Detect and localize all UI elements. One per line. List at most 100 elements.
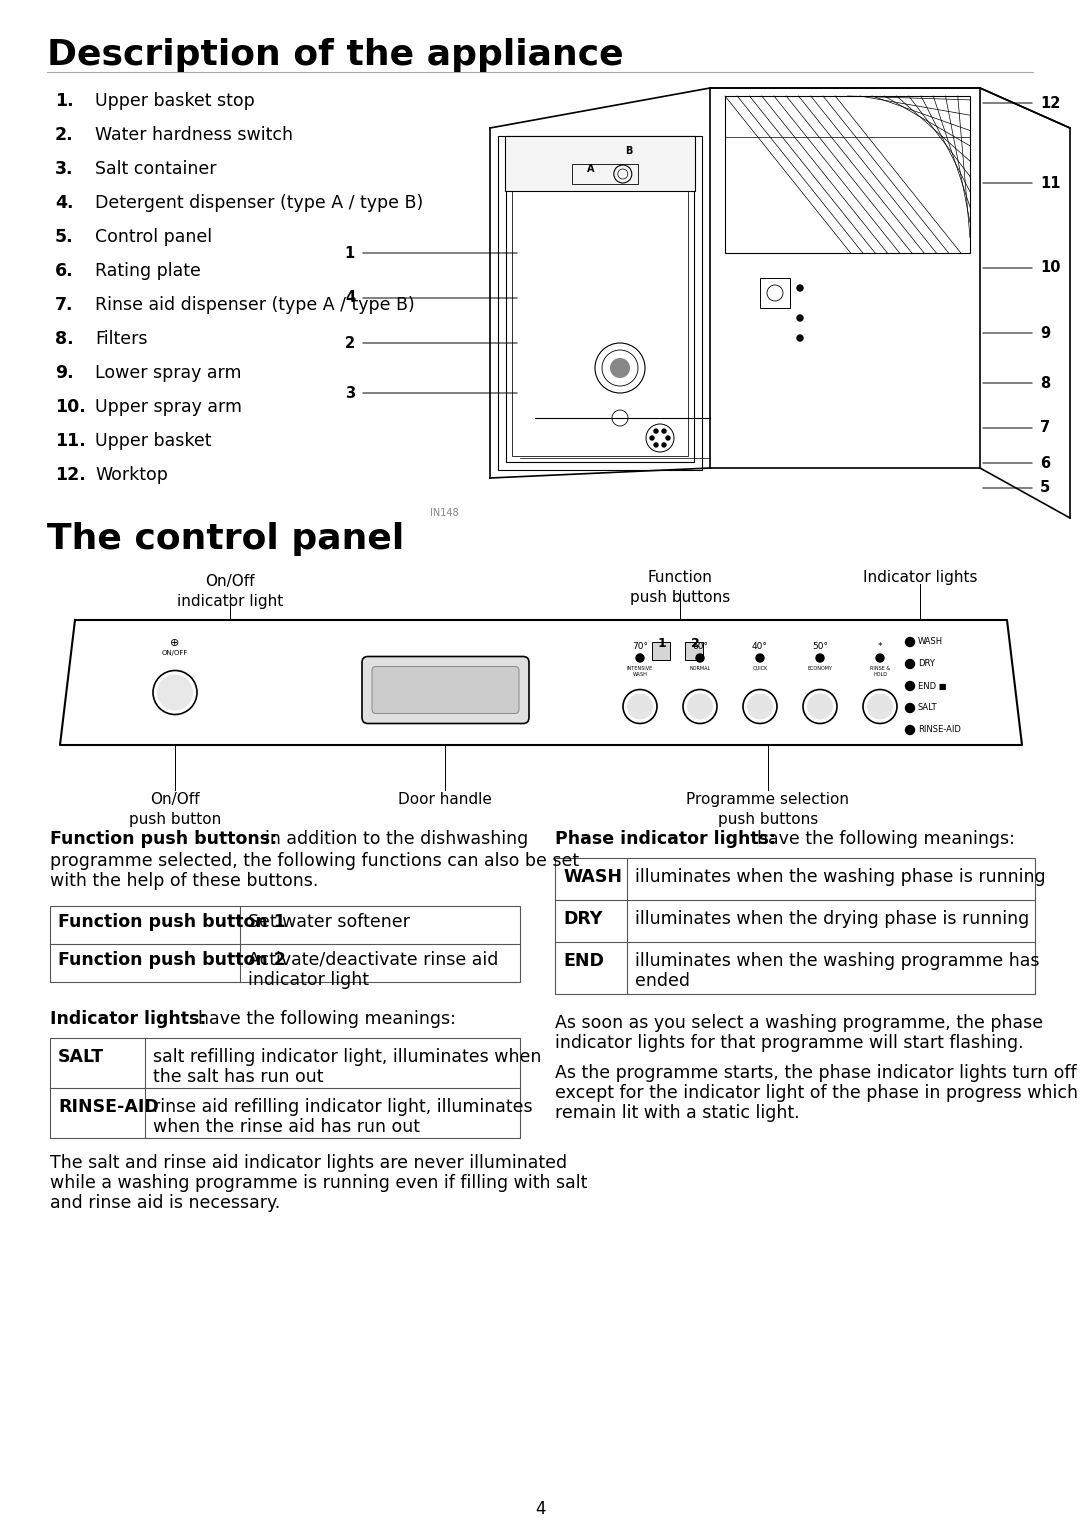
Text: As soon as you select a washing programme, the phase: As soon as you select a washing programm… — [555, 1013, 1043, 1032]
Bar — [498, 136, 702, 470]
Text: Function push buttons:: Function push buttons: — [50, 830, 278, 848]
Text: END ■: END ■ — [918, 682, 947, 690]
Text: the salt has run out: the salt has run out — [153, 1068, 324, 1087]
Text: Indicator lights: Indicator lights — [863, 571, 977, 584]
Text: 1: 1 — [345, 246, 355, 261]
Text: Rinse aid dispenser (type A / type B): Rinse aid dispenser (type A / type B) — [95, 296, 415, 314]
Circle shape — [867, 693, 893, 719]
Circle shape — [747, 693, 773, 719]
Text: illuminates when the washing phase is running: illuminates when the washing phase is ru… — [635, 868, 1045, 887]
Text: programme selected, the following functions can also be set: programme selected, the following functi… — [50, 852, 579, 870]
Text: remain lit with a static light.: remain lit with a static light. — [555, 1103, 799, 1122]
Text: while a washing programme is running even if filling with salt: while a washing programme is running eve… — [50, 1173, 588, 1192]
Bar — [507, 143, 694, 462]
Text: Function push button 1: Function push button 1 — [58, 913, 286, 931]
Text: Lower spray arm: Lower spray arm — [95, 365, 242, 382]
Text: 3.: 3. — [55, 160, 73, 179]
Text: WASH: WASH — [563, 868, 622, 887]
Text: 2.: 2. — [55, 127, 73, 143]
Text: when the rinse aid has run out: when the rinse aid has run out — [153, 1119, 420, 1135]
Text: Rating plate: Rating plate — [95, 262, 201, 279]
Text: and rinse aid is necessary.: and rinse aid is necessary. — [50, 1193, 280, 1212]
Circle shape — [627, 693, 653, 719]
Bar — [652, 642, 670, 661]
Text: *: * — [878, 642, 882, 652]
Text: RINSE-AID: RINSE-AID — [918, 725, 961, 734]
Circle shape — [756, 655, 764, 662]
Text: RINSE-AID: RINSE-AID — [58, 1099, 159, 1116]
Text: As the programme starts, the phase indicator lights turn off: As the programme starts, the phase indic… — [555, 1064, 1077, 1082]
Text: B: B — [625, 146, 632, 156]
Text: ECONOMY: ECONOMY — [808, 665, 833, 671]
Text: 40°: 40° — [752, 642, 768, 652]
Text: indicator lights for that programme will start flashing.: indicator lights for that programme will… — [555, 1035, 1024, 1051]
Text: QUICK: QUICK — [753, 665, 768, 671]
Circle shape — [797, 285, 804, 291]
Circle shape — [654, 443, 658, 447]
Text: 5: 5 — [1040, 481, 1050, 496]
Text: have the following meanings:: have the following meanings: — [198, 1010, 456, 1029]
Text: END: END — [563, 952, 604, 971]
FancyBboxPatch shape — [362, 656, 529, 723]
Text: 1: 1 — [658, 636, 666, 650]
Text: RINSE &
HOLD: RINSE & HOLD — [869, 665, 890, 678]
Text: 4: 4 — [535, 1500, 545, 1518]
Circle shape — [636, 655, 644, 662]
Text: 9: 9 — [1040, 325, 1050, 340]
Text: DRY: DRY — [918, 659, 935, 668]
Text: 60°: 60° — [692, 642, 708, 652]
Text: Water hardness switch: Water hardness switch — [95, 127, 293, 143]
Text: illuminates when the washing programme has: illuminates when the washing programme h… — [635, 952, 1039, 971]
Text: with the help of these buttons.: with the help of these buttons. — [50, 871, 319, 890]
Text: salt refilling indicator light, illuminates when: salt refilling indicator light, illumina… — [153, 1048, 541, 1067]
Text: 2: 2 — [345, 336, 355, 351]
Text: 6: 6 — [1040, 455, 1050, 470]
Text: 5.: 5. — [55, 227, 73, 246]
Bar — [50, 1038, 519, 1138]
Text: Control panel: Control panel — [95, 227, 212, 246]
Text: Upper basket stop: Upper basket stop — [95, 92, 255, 110]
Text: 9.: 9. — [55, 365, 73, 382]
Text: have the following meanings:: have the following meanings: — [757, 830, 1015, 848]
Circle shape — [816, 655, 824, 662]
Text: Salt container: Salt container — [95, 160, 216, 179]
Text: 7: 7 — [1040, 421, 1050, 435]
Circle shape — [687, 693, 713, 719]
Text: INTENSIVE
WASH: INTENSIVE WASH — [626, 665, 653, 678]
Circle shape — [905, 659, 915, 668]
Text: ⊕: ⊕ — [171, 638, 179, 649]
Circle shape — [797, 336, 804, 340]
Bar — [760, 278, 789, 308]
Text: NORMAL: NORMAL — [689, 665, 711, 671]
Text: Function push button 2: Function push button 2 — [58, 951, 286, 969]
Text: The control panel: The control panel — [48, 522, 404, 555]
Bar — [50, 906, 519, 983]
Text: Programme selection
push buttons: Programme selection push buttons — [687, 792, 850, 827]
Text: Activate/deactivate rinse aid: Activate/deactivate rinse aid — [248, 951, 498, 969]
Text: in addition to the dishwashing: in addition to the dishwashing — [265, 830, 528, 848]
Text: Set water softener: Set water softener — [248, 913, 410, 931]
Circle shape — [905, 725, 915, 734]
Bar — [505, 136, 696, 191]
Text: 3: 3 — [345, 386, 355, 400]
Text: 11: 11 — [1040, 175, 1061, 191]
Text: Function
push buttons: Function push buttons — [630, 571, 730, 604]
Text: The salt and rinse aid indicator lights are never illuminated: The salt and rinse aid indicator lights … — [50, 1154, 567, 1172]
Text: rinse aid refilling indicator light, illuminates: rinse aid refilling indicator light, ill… — [153, 1099, 532, 1116]
Bar — [725, 96, 970, 253]
Text: 7.: 7. — [55, 296, 73, 314]
Circle shape — [807, 693, 833, 719]
Text: ended: ended — [635, 972, 690, 990]
Text: 12: 12 — [1040, 96, 1061, 110]
Text: On/Off
push button: On/Off push button — [129, 792, 221, 827]
Text: 6.: 6. — [55, 262, 73, 279]
Circle shape — [650, 436, 654, 439]
Circle shape — [905, 682, 915, 690]
Text: 70°: 70° — [632, 642, 648, 652]
Text: Description of the appliance: Description of the appliance — [48, 38, 623, 72]
Text: Filters: Filters — [95, 330, 148, 348]
Circle shape — [157, 674, 193, 711]
Text: Upper basket: Upper basket — [95, 432, 212, 450]
Text: 2: 2 — [690, 636, 700, 650]
Circle shape — [797, 314, 804, 320]
